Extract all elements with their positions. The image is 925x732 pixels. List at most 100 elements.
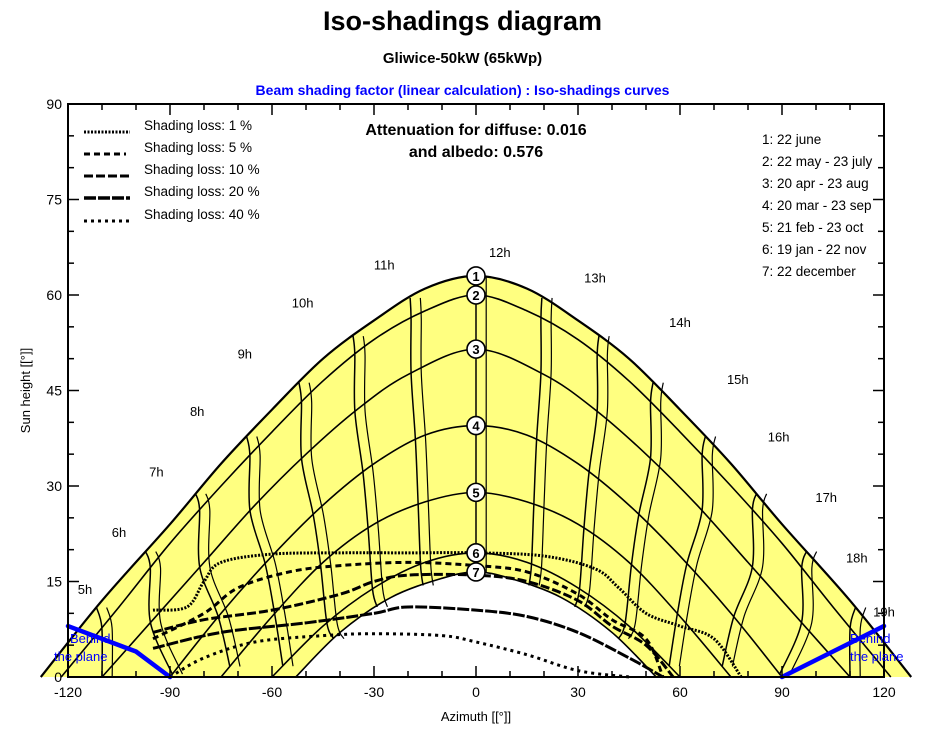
day-marker-1 [466, 266, 486, 286]
hour-label-9h: 9h [238, 347, 252, 362]
hour-label-18h: 18h [846, 550, 868, 565]
axes-layer: -120 -90 -60 -30 0 30 60 90 1200153045607590Azim… [18, 96, 896, 724]
project-subtitle: Gliwice-50kW (65kWp) [382, 50, 543, 67]
hour-label-5h: 5h [78, 582, 92, 597]
hour-label-17h: 17h [815, 490, 837, 505]
day-marker-2 [466, 285, 486, 305]
hour-line-9-b [308, 382, 345, 640]
x-tick-label: 60 [672, 684, 688, 700]
loss-legend: Shading loss: 1 % Shading loss: 5 % Shad… [84, 118, 260, 223]
hour-line-6-b [155, 551, 184, 675]
date-legend-2: 2: 22 may - 23 july [762, 154, 873, 169]
day-marker-label-7: 7 [472, 565, 479, 580]
hour-line-6 [144, 551, 173, 675]
hour-label-11h: 11h [374, 258, 395, 273]
hour-line-18 [779, 551, 808, 675]
behind-plane-right-2: the plane [850, 649, 904, 664]
legend-label-3: Shading loss: 10 % [144, 162, 260, 177]
date-legend-1: 1: 22 june [762, 132, 821, 147]
hour-line-9 [298, 382, 335, 640]
hour-line-10 [352, 336, 378, 608]
behind-plane-left-2: the plane [54, 649, 108, 664]
x-tick-label: -90 [160, 684, 180, 700]
x-tick-label: 90 [774, 684, 790, 700]
hour-line-5 [95, 607, 104, 678]
hour-line-5-b [106, 607, 114, 678]
hour-line-8-b [256, 436, 294, 667]
day-marker-label-5: 5 [472, 485, 479, 500]
hour-line-8 [245, 436, 284, 667]
attenuation-albedo: and albedo: 0.576 [409, 144, 543, 161]
hour-line-15-b [627, 382, 664, 640]
hour-line-11-b [419, 297, 434, 586]
hour-line-14 [574, 336, 600, 608]
y-tick-label: 75 [46, 192, 62, 208]
behind-plane-labels: Behind the plane Behind the plane [54, 631, 904, 664]
date-legend-5: 5: 21 feb - 23 oct [762, 220, 864, 235]
hour-line-16 [668, 436, 707, 667]
hour-label-7h: 7h [149, 464, 163, 479]
hour-label-8h: 8h [190, 404, 204, 419]
date-legend-3: 3: 20 apr - 23 aug [762, 176, 869, 191]
hour-label-15h: 15h [727, 372, 749, 387]
x-tick-label: 0 [472, 684, 480, 700]
x-tick-label: 30 [570, 684, 586, 700]
hour-line-14-b [584, 336, 610, 608]
loss-curve-4 [152, 605, 664, 679]
x-tick-label: -60 [262, 684, 282, 700]
behind-plane-layer [65, 623, 887, 680]
hour-label-10h: 10h [292, 296, 314, 311]
loss-curve-2 [152, 560, 665, 678]
day-marker-label-3: 3 [472, 342, 479, 357]
date-legend: 1: 22 june 2: 22 may - 23 july 3: 20 apr… [762, 132, 873, 279]
day-marker-7 [466, 562, 486, 582]
behind-plane-line-1 [65, 623, 173, 680]
x-tick-label: 120 [872, 684, 896, 700]
hour-line-19-b [859, 607, 867, 678]
legend-label-5: Shading loss: 40 % [144, 207, 260, 222]
hour-line-17 [721, 493, 758, 667]
day-marker-5 [466, 482, 486, 503]
day-markers-layer: 1 2 3 4 5 6 7 [466, 266, 486, 582]
day-marker-label-6: 6 [472, 546, 479, 561]
loss-curve-3 [152, 572, 675, 678]
y-axis-title: Sun height [[°]] [18, 348, 33, 433]
chart-title: Beam shading factor (linear calculation)… [255, 82, 670, 98]
hour-line-17-b [731, 493, 768, 667]
attenuation-diffuse: Attenuation for diffuse: 0.016 [365, 122, 586, 139]
hour-line-15 [617, 382, 654, 640]
x-tick-label: -30 [364, 684, 384, 700]
x-axis-title: Azimuth [[°]] [441, 709, 511, 724]
hour-line-10-b [362, 336, 388, 608]
day-marker-label-4: 4 [472, 419, 480, 434]
hour-label-13h: 13h [584, 270, 606, 285]
day-marker-label-1: 1 [472, 269, 479, 284]
date-legend-7: 7: 22 december [762, 264, 856, 279]
x-tick-label: -120 [54, 684, 82, 700]
hour-line-13-b [538, 297, 553, 586]
legend-label-1: Shading loss: 1 % [144, 118, 252, 133]
behind-plane-left-1: Behind [70, 631, 110, 646]
hour-label-6h: 6h [112, 525, 126, 540]
y-tick-label: 45 [46, 383, 62, 399]
y-tick-label: 60 [46, 287, 62, 303]
day-marker-3 [466, 339, 486, 359]
hour-line-7-b [205, 493, 241, 667]
hour-line-11 [409, 297, 424, 586]
day-marker-4 [466, 415, 486, 436]
y-tick-label: 90 [46, 96, 62, 112]
legend-label-4: Shading loss: 20 % [144, 184, 260, 199]
behind-plane-right-1: Behind [850, 631, 890, 646]
y-tick-label: 30 [46, 478, 62, 494]
behind-plane-line-2 [779, 623, 887, 680]
day-marker-label-2: 2 [472, 288, 479, 303]
attenuation-note: Attenuation for diffuse: 0.016 and albed… [365, 122, 586, 161]
hour-label-12h: 12h [489, 245, 511, 260]
date-legend-6: 6: 19 jan - 22 nov [762, 242, 867, 257]
y-tick-label: 15 [46, 574, 62, 590]
hour-label-14h: 14h [669, 315, 691, 330]
page-title: Iso-shadings diagram [322, 6, 603, 36]
hour-label-16h: 16h [768, 429, 790, 444]
